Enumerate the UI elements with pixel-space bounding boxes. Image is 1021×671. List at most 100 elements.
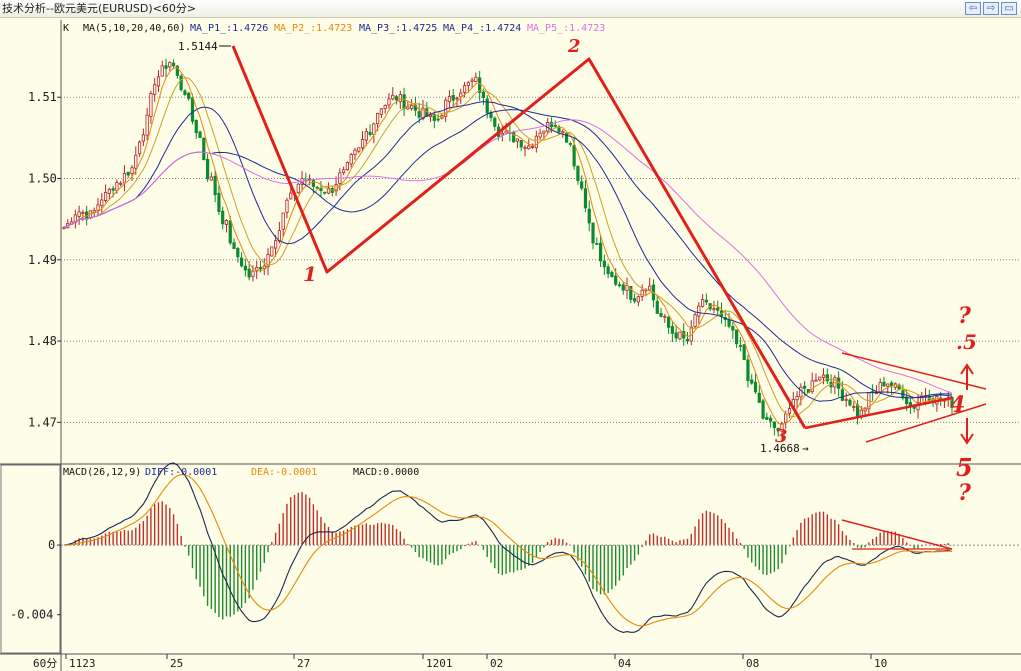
candle-body bbox=[164, 65, 168, 69]
candle-body bbox=[765, 416, 769, 420]
candle-body bbox=[742, 344, 746, 361]
candle-body bbox=[239, 257, 244, 267]
candle-body bbox=[576, 166, 580, 181]
wave-label-4: 4 bbox=[950, 392, 965, 418]
restore-icon[interactable]: ▭ bbox=[1001, 2, 1017, 15]
candle-body bbox=[171, 62, 176, 67]
candle-body bbox=[776, 427, 780, 432]
macd-y-tick-label: 0 bbox=[48, 538, 55, 552]
candle-body bbox=[209, 176, 213, 181]
candle-body bbox=[353, 149, 357, 156]
candle-body bbox=[583, 188, 588, 209]
candle-body bbox=[530, 145, 535, 148]
candle-body bbox=[515, 138, 520, 142]
candle-body bbox=[803, 385, 807, 389]
candle-body bbox=[243, 265, 247, 271]
candle-body bbox=[799, 386, 803, 398]
candle-body bbox=[462, 85, 467, 93]
dea-line bbox=[63, 474, 952, 627]
ma-5-line bbox=[63, 67, 953, 426]
candle-body bbox=[685, 338, 690, 342]
candle-body bbox=[478, 77, 482, 93]
candle-body bbox=[360, 139, 365, 149]
candle-body bbox=[228, 220, 232, 244]
candle-body bbox=[632, 298, 637, 302]
ma-20-line bbox=[63, 101, 953, 402]
candle-body bbox=[62, 226, 66, 229]
candle-body bbox=[784, 413, 788, 423]
time-x-axis: 1123 25 27 1201 02 04 08 10 60分 bbox=[33, 654, 887, 670]
x-period-label: 60分 bbox=[33, 657, 57, 670]
candle-body bbox=[731, 326, 735, 331]
candle-body bbox=[179, 75, 183, 91]
candle-body bbox=[115, 182, 119, 191]
x-tick-label: 02 bbox=[490, 657, 503, 670]
candle-body bbox=[459, 92, 463, 98]
back-icon[interactable]: ⇦ bbox=[965, 2, 981, 15]
candle-body bbox=[553, 124, 557, 127]
ma-params-label: MA(5,10,20,40,60) bbox=[83, 23, 185, 34]
x-tick-label: 1201 bbox=[426, 657, 453, 670]
candle-body bbox=[436, 118, 440, 121]
candle-body bbox=[168, 61, 172, 68]
candle-body bbox=[315, 186, 319, 189]
macd-dea-label: DEA:-0.0001 bbox=[251, 467, 317, 478]
candle-body bbox=[432, 114, 436, 121]
macd-value-label: MACD:0.0000 bbox=[353, 467, 419, 478]
candle-body bbox=[855, 404, 860, 417]
candle-body bbox=[727, 319, 731, 327]
candle-body bbox=[470, 79, 474, 82]
candle-body bbox=[357, 147, 361, 152]
ma-60-line bbox=[63, 119, 953, 394]
candle-body bbox=[398, 94, 402, 103]
candle-body bbox=[221, 210, 225, 225]
candle-body bbox=[704, 299, 708, 303]
indicator-headers: K MA(5,10,20,40,60) MA_P1_:1.4726 MA_P2_:1.… bbox=[63, 23, 809, 478]
candle-body bbox=[232, 242, 236, 249]
candle-body bbox=[519, 140, 523, 148]
x-tick-label: 10 bbox=[874, 657, 887, 670]
ma-value-label: MA_P4_:1.4724 bbox=[443, 23, 521, 34]
x-tick-label: 25 bbox=[170, 657, 183, 670]
candle-body bbox=[561, 131, 565, 133]
candle-body bbox=[481, 91, 486, 98]
high-price-label: 1.5144 bbox=[178, 40, 218, 53]
x-tick-label: 1123 bbox=[69, 657, 96, 670]
candle-body bbox=[451, 95, 455, 101]
candle-body bbox=[712, 308, 716, 311]
macd-y-tick-label: -0.004 bbox=[10, 608, 53, 622]
candle-body bbox=[753, 381, 758, 393]
candle-body bbox=[636, 296, 640, 303]
candle-body bbox=[391, 94, 395, 100]
low-price-label: 1.4668 bbox=[760, 442, 800, 455]
candle-body bbox=[455, 97, 459, 100]
candle-body bbox=[137, 141, 142, 155]
y-tick-label: 1.50 bbox=[28, 172, 57, 186]
candle-body bbox=[655, 300, 659, 314]
ma-value-label: MA_P1_:1.4726 bbox=[190, 23, 268, 34]
candle-body bbox=[663, 315, 667, 318]
candle-body bbox=[213, 175, 217, 196]
up-arrow-head bbox=[960, 363, 974, 375]
candle-body bbox=[190, 97, 195, 122]
candle-body bbox=[258, 266, 263, 270]
candle-body bbox=[466, 82, 470, 86]
candle-body bbox=[334, 184, 338, 192]
candle-body bbox=[217, 192, 221, 212]
candle-body bbox=[814, 379, 818, 382]
candle-body bbox=[905, 396, 909, 405]
wave-label-2: 2 bbox=[567, 36, 581, 57]
y-tick-label: 1.49 bbox=[28, 253, 57, 267]
candle-body bbox=[757, 392, 761, 403]
candle-body bbox=[372, 123, 376, 135]
forward-icon[interactable]: ⇨ bbox=[983, 2, 999, 15]
candle-body bbox=[852, 406, 856, 408]
candle-body bbox=[527, 145, 531, 150]
candle-body bbox=[625, 285, 629, 291]
candle-body bbox=[666, 316, 671, 328]
candle-body bbox=[119, 182, 123, 185]
moving-average-lines bbox=[63, 67, 953, 426]
candle-body bbox=[610, 271, 614, 278]
y-tick-label: 1.47 bbox=[28, 415, 57, 429]
candle-body bbox=[122, 172, 127, 184]
